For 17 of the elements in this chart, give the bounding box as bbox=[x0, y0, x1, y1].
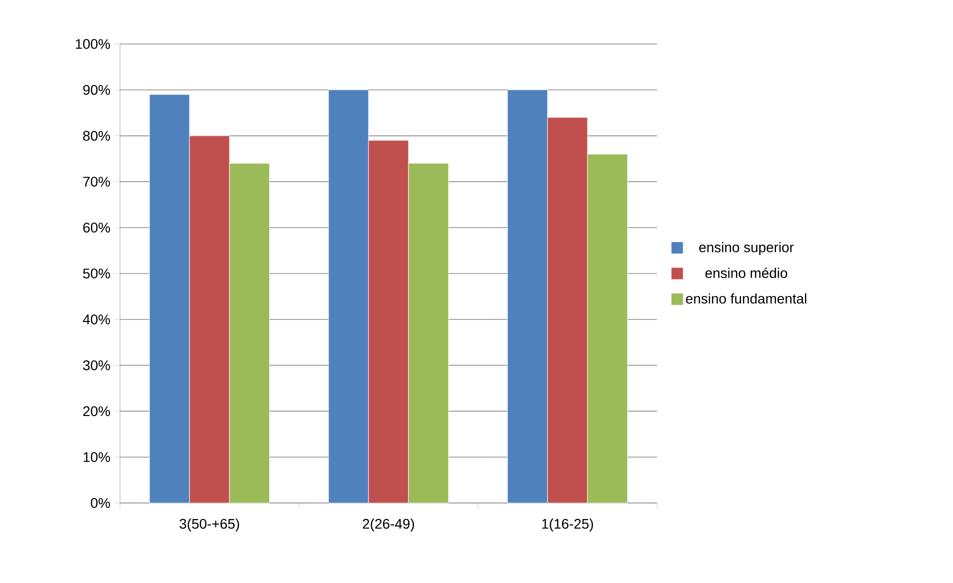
y-tick-label: 40% bbox=[82, 314, 110, 324]
y-tick-label: 60% bbox=[83, 222, 110, 233]
x-tick-label: 1(16-25) bbox=[542, 518, 593, 532]
y-tick-label: 0% bbox=[90, 498, 110, 508]
x-tick-label: 3(50-+65) bbox=[180, 518, 240, 532]
y-tick-label: 30% bbox=[83, 360, 110, 370]
y-tick-label: 50% bbox=[83, 268, 110, 278]
legend-label: ensino fundamental bbox=[686, 293, 806, 304]
y-tick-label: 10% bbox=[84, 452, 110, 462]
y-tick-label: 100% bbox=[76, 39, 110, 49]
legend-label: ensino médio bbox=[705, 268, 788, 278]
y-tick-label: 20% bbox=[83, 406, 110, 416]
y-tick-label: 90% bbox=[83, 84, 110, 95]
x-tick-label: 2(26-49) bbox=[362, 518, 414, 532]
legend-label: ensino superior bbox=[699, 242, 794, 256]
y-tick-label: 80% bbox=[83, 130, 110, 141]
y-tick-label: 70% bbox=[83, 176, 110, 187]
